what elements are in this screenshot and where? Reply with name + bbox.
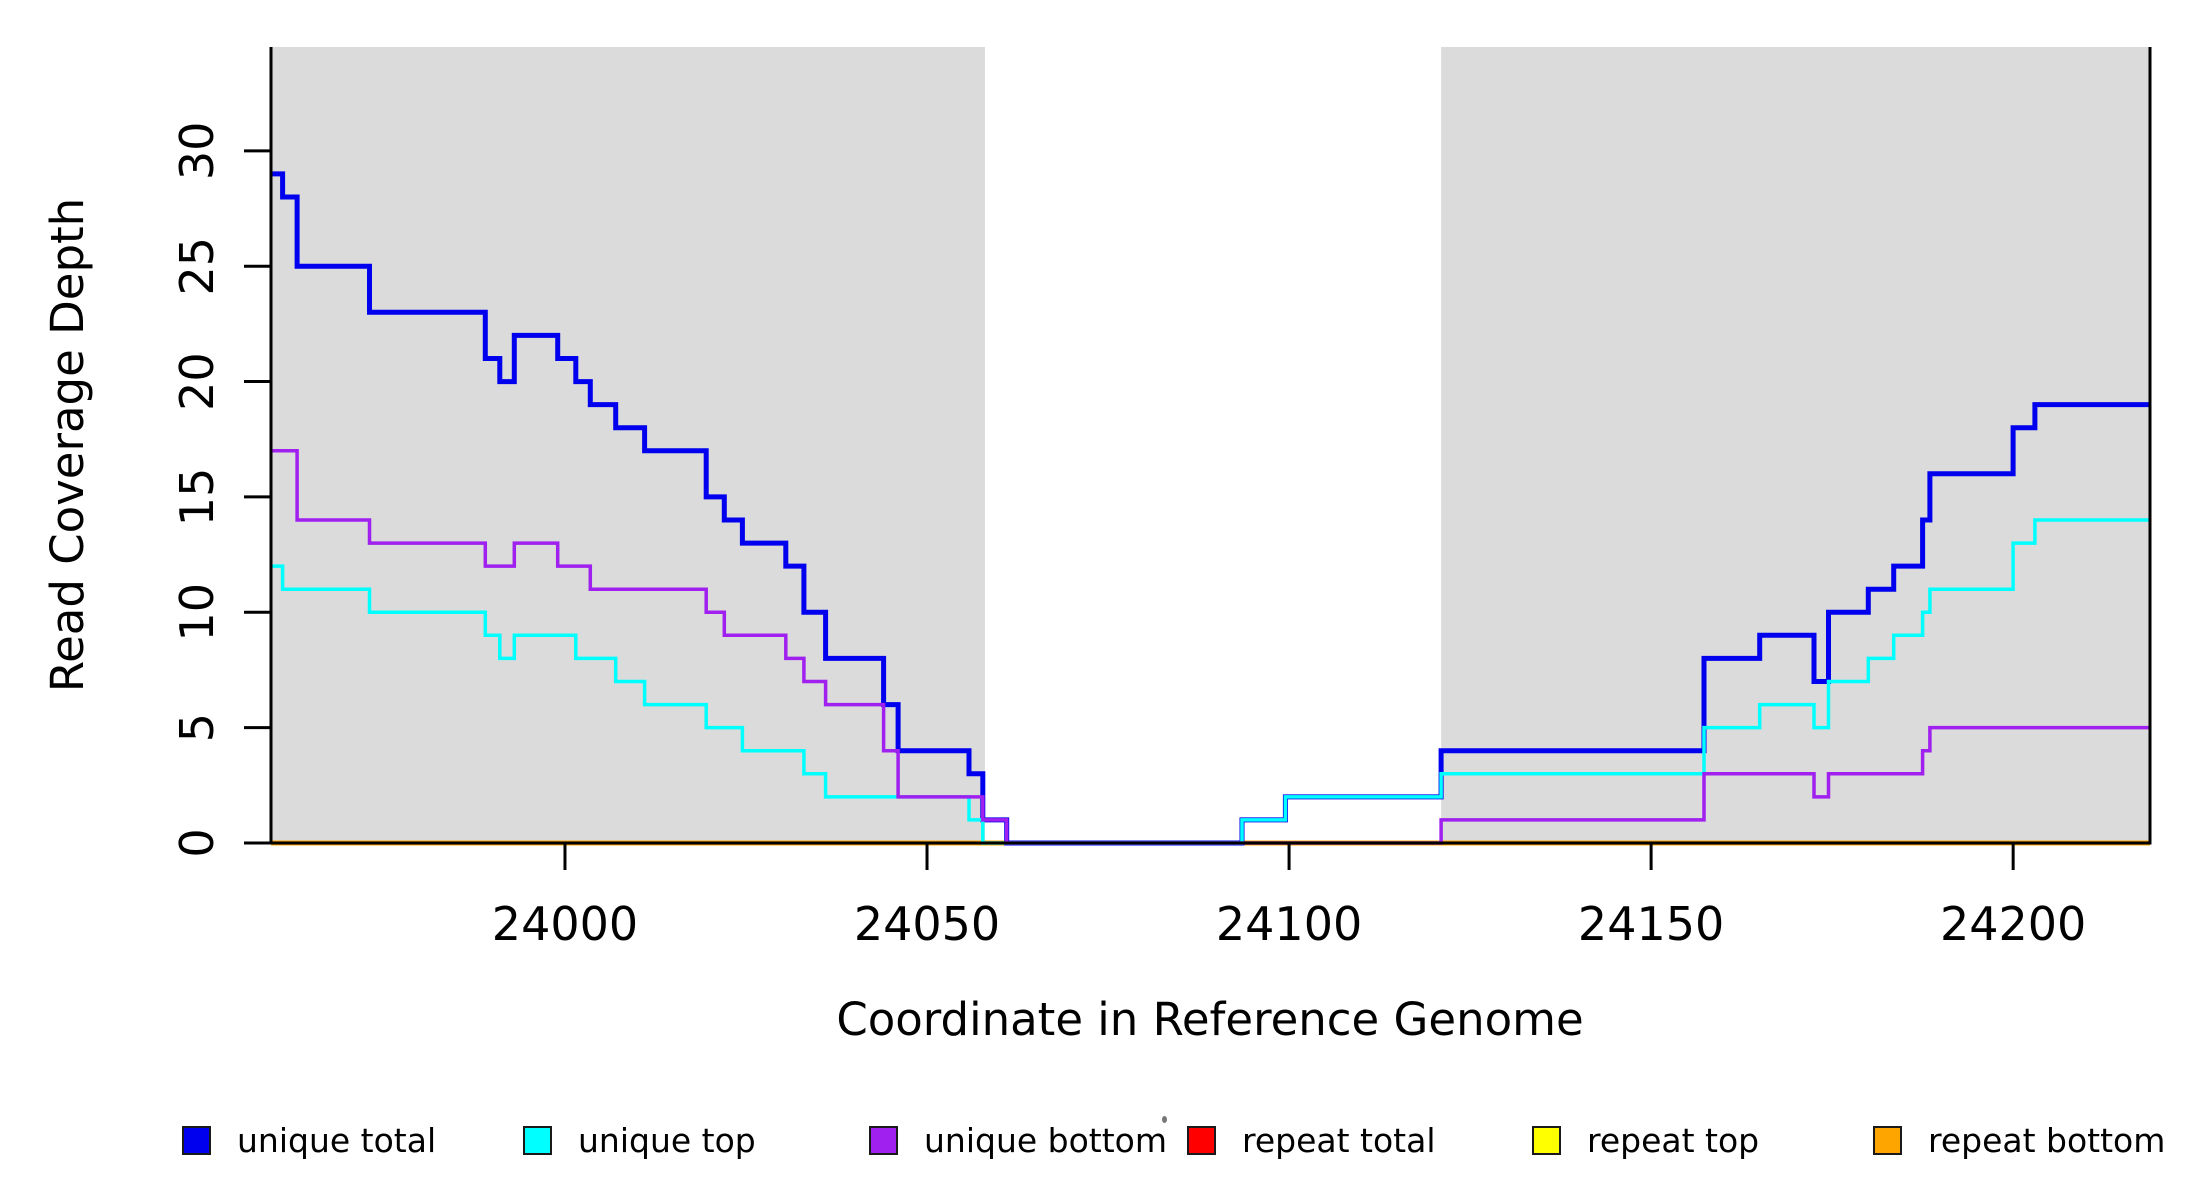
legend-label: repeat top [1587, 1120, 1760, 1160]
x-tick-label: 24100 [1216, 897, 1362, 951]
legend-label: unique bottom [924, 1120, 1168, 1160]
legend-item-repeat-top: repeat top [1532, 1118, 1759, 1162]
y-tick-label: 10 [170, 583, 224, 642]
series-unique-total [271, 171, 2150, 846]
x-tick-label: 24000 [492, 897, 638, 951]
x-tick-label: 24050 [854, 897, 1000, 951]
legend-swatch-repeat-total [1187, 1125, 1216, 1155]
legend-swatch-unique-bottom [869, 1125, 898, 1155]
right-repeat-region [1441, 47, 2150, 843]
axis-labels-layer: Coordinate in Reference Genome Read Cove… [41, 198, 1584, 1046]
y-tick-label: 30 [170, 122, 224, 181]
legend-label: unique total [237, 1120, 437, 1160]
y-axis-title: Read Coverage Depth [41, 198, 94, 692]
left-repeat-region [271, 47, 985, 843]
y-tick-label: 25 [170, 237, 224, 296]
y-tick-label: 0 [170, 828, 224, 857]
series-unique-top [271, 518, 2150, 845]
legend-swatch-repeat-bottom [1873, 1125, 1902, 1155]
legend-label: repeat bottom [1928, 1120, 2166, 1160]
y-tick-label: 15 [170, 468, 224, 527]
series-unique-bottom [271, 449, 2150, 845]
legend-swatch-unique-top [523, 1125, 552, 1155]
legend-item-unique-total: unique total [182, 1118, 436, 1162]
legend-swatch-unique-total [182, 1125, 211, 1155]
axes-layer: 24000 24050 24100 24150 24200 0 5 10 15 20 25 30 [170, 47, 2152, 951]
legend-item-repeat-bottom: repeat bottom [1873, 1118, 2165, 1162]
x-tick-label: 24150 [1578, 897, 1724, 951]
y-tick-label: 20 [170, 352, 224, 411]
shaded-regions-layer [271, 47, 2150, 843]
legend: unique total unique top unique bottom repea… [0, 1104, 2200, 1174]
legend-label: unique top [578, 1120, 756, 1160]
x-tick-label: 24200 [1940, 897, 2086, 951]
y-tick-label: 5 [170, 713, 224, 742]
legend-item-unique-bottom: unique bottom [869, 1118, 1167, 1162]
legend-item-unique-top: unique top [523, 1118, 756, 1162]
legend-item-repeat-total: repeat total [1187, 1118, 1436, 1162]
stray-speck [1162, 1116, 1167, 1123]
x-axis-title: Coordinate in Reference Genome [836, 993, 1583, 1046]
legend-swatch-repeat-top [1532, 1125, 1561, 1155]
legend-label: repeat total [1242, 1120, 1436, 1160]
